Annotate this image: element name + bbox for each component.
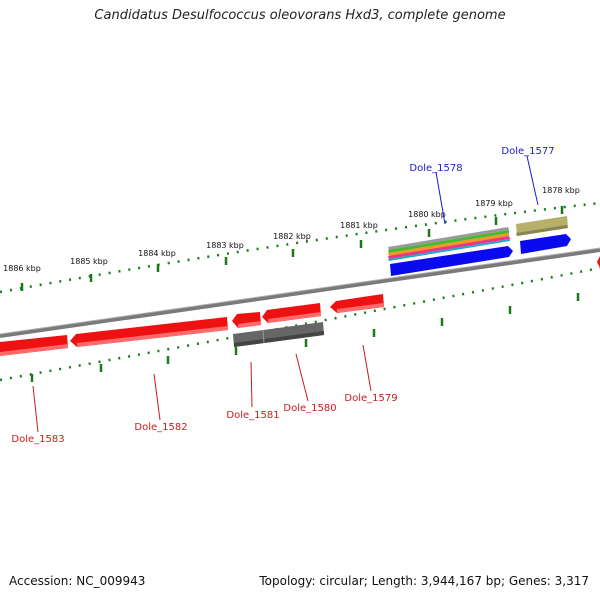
kbp-label-1885: 1885 kbp (70, 257, 108, 266)
kbp-label-1886: 1886 kbp (3, 264, 41, 273)
ruler-labels: 1886 kbp 1885 kbp 1884 kbp 1883 kbp 1882… (3, 186, 580, 273)
kbp-label-1881: 1881 kbp (340, 221, 378, 230)
feature-stripe-pink (388, 236, 510, 259)
genome-backbone (0, 248, 600, 338)
feature-stripe-green (388, 230, 509, 253)
inner-ruler-ticks (30, 293, 580, 382)
forward-strand-genes (388, 216, 600, 276)
gene-labels: Dole_1578 Dole_1577 Dole_1583 Dole_1582 … (11, 146, 554, 445)
kbp-label-1884: 1884 kbp (138, 249, 176, 258)
gene-label-dole-1579: Dole_1579 (344, 393, 397, 404)
feature-stripe-cyan (388, 239, 510, 261)
accession-label: Accession: NC_009943 (9, 574, 146, 588)
label-leader-lines (32, 155, 539, 433)
feature-stripe-gray (388, 227, 509, 250)
map-title: Candidatus Desulfococcus oleovorans Hxd3… (94, 8, 506, 23)
kbp-label-1879: 1879 kbp (475, 199, 513, 208)
outer-ruler-ticks (20, 206, 564, 291)
gene-label-dole-1578: Dole_1578 (409, 163, 462, 174)
gene-label-dole-1580: Dole_1580 (283, 403, 336, 414)
kbp-label-1882: 1882 kbp (273, 232, 311, 241)
gene-arrow-dole-1577[interactable] (520, 234, 571, 254)
feature-stripe-orange (388, 233, 509, 256)
kbp-label-1878: 1878 kbp (542, 186, 580, 195)
topology-label: Topology: circular; Length: 3,944,167 bp… (259, 574, 589, 588)
gene-label-dole-1581: Dole_1581 (226, 410, 279, 421)
gene-label-dole-1582: Dole_1582 (134, 422, 187, 433)
reverse-strand-genes (0, 294, 384, 356)
gene-label-dole-1583: Dole_1583 (11, 434, 64, 445)
gene-arrow-edge-red (597, 256, 600, 268)
kbp-label-1883: 1883 kbp (206, 241, 244, 250)
gene-label-dole-1577: Dole_1577 (501, 146, 554, 157)
inner-ruler (0, 266, 600, 382)
kbp-label-1880: 1880 kbp (408, 210, 446, 219)
gene-arrow-dole-1578[interactable] (390, 246, 513, 276)
